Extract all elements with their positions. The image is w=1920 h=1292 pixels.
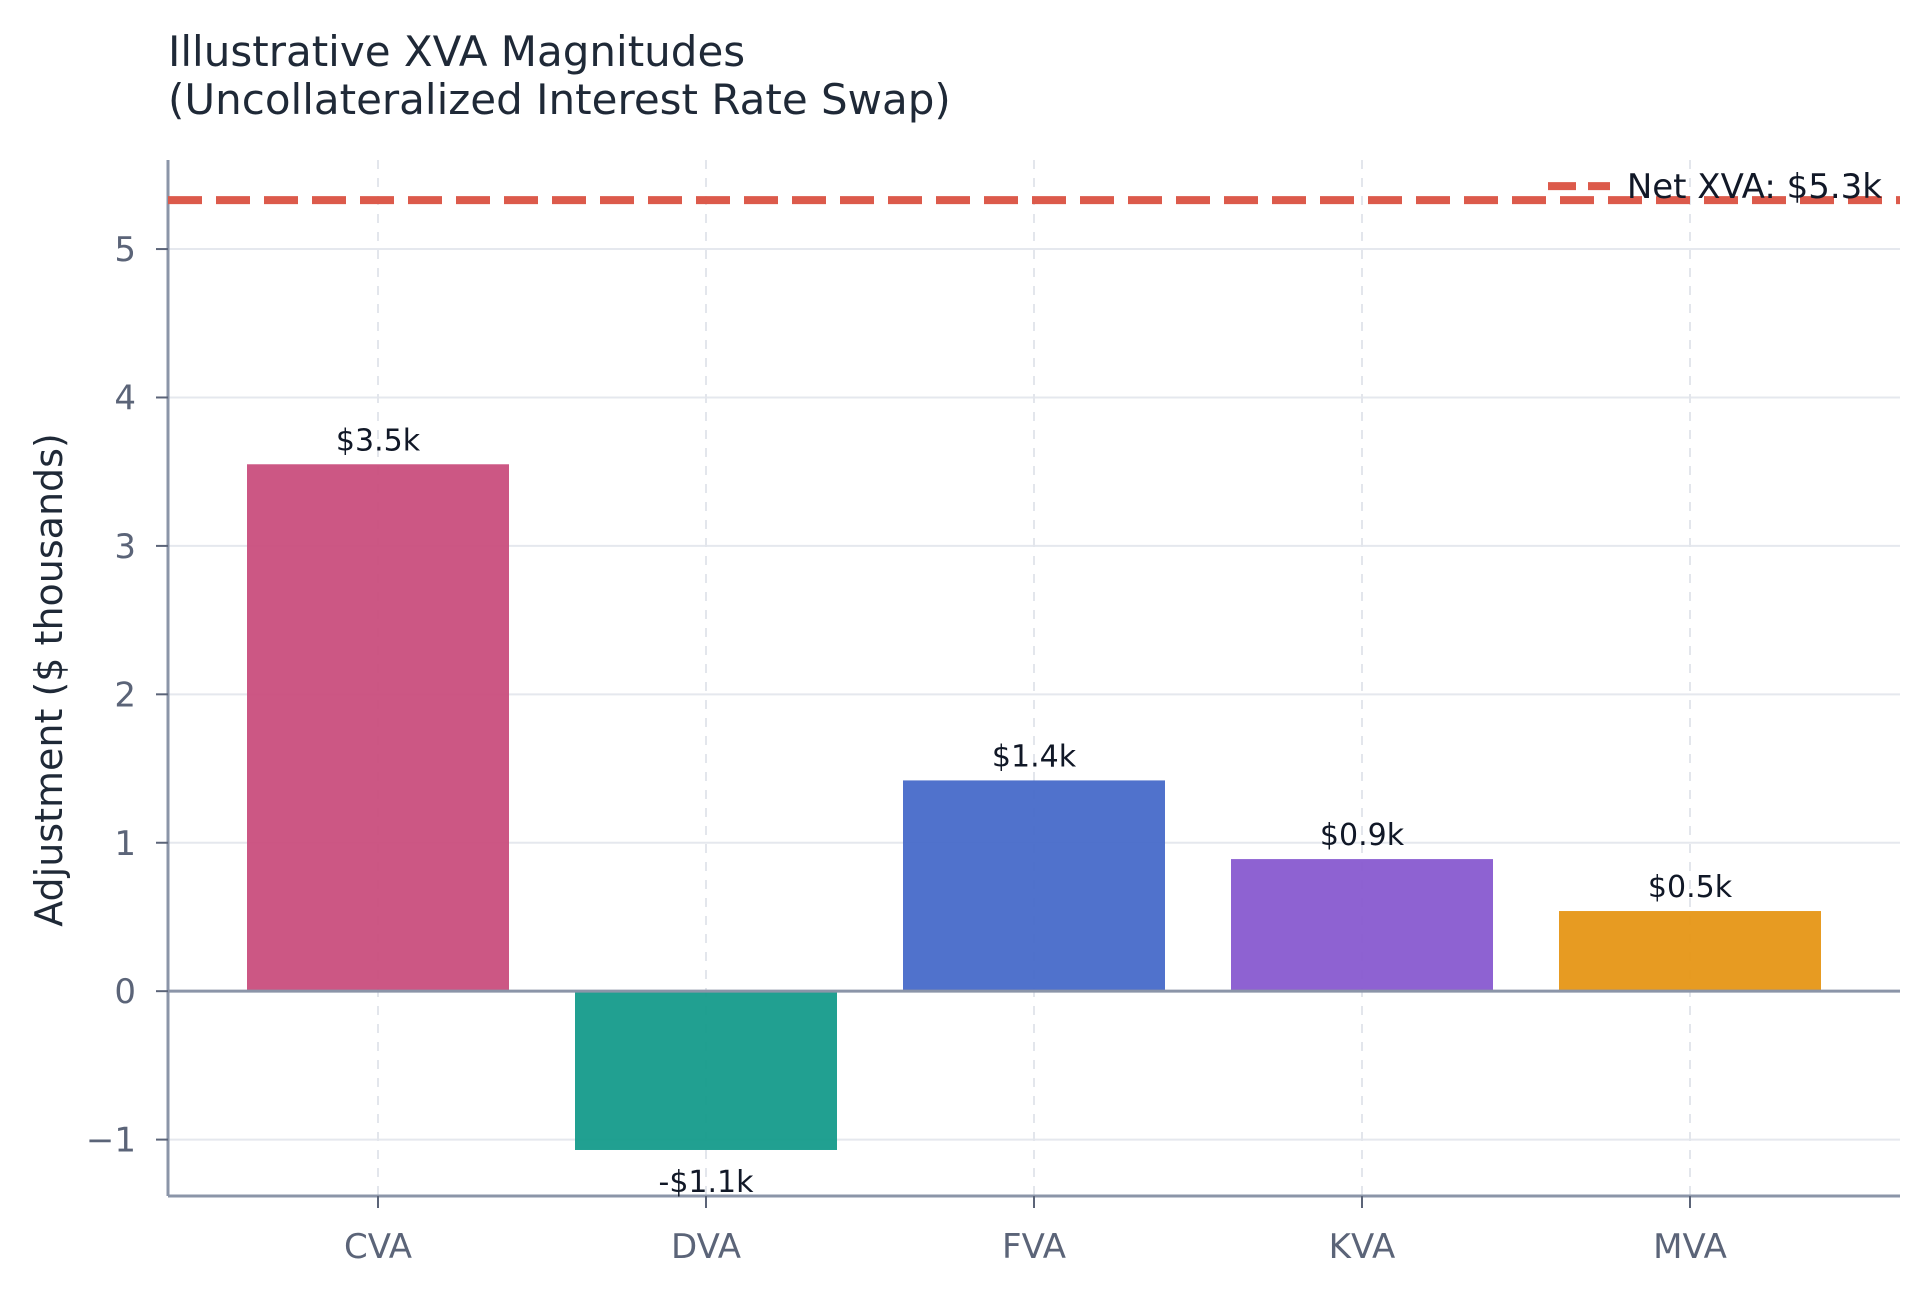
- y-tick-label-4: 3: [114, 527, 136, 567]
- bar-fva: [903, 780, 1165, 992]
- x-tick-label-kva: KVA: [1329, 1227, 1396, 1267]
- bar-label-kva: $0.9k: [1320, 818, 1405, 853]
- legend-label-net-xva: Net XVA: $5.3k: [1627, 167, 1882, 207]
- bar-label-cva: $3.5k: [336, 423, 421, 458]
- bars: [247, 464, 1821, 1150]
- y-axis-label: Adjustment ($ thousands): [27, 433, 71, 927]
- bar-label-mva: $0.5k: [1648, 870, 1733, 905]
- y-tick-label-2: 1: [114, 824, 136, 864]
- axes: [156, 160, 1900, 1208]
- x-tick-label-dva: DVA: [671, 1227, 741, 1267]
- bar-label-dva: -$1.1k: [659, 1165, 755, 1200]
- bar-dva: [575, 991, 837, 1150]
- x-tick-label-cva: CVA: [344, 1227, 412, 1267]
- net-xva-reference: Net XVA: $5.3k: [168, 167, 1900, 207]
- bar-kva: [1231, 859, 1493, 992]
- bar-mva: [1559, 911, 1821, 992]
- y-tick-label-5: 4: [114, 378, 136, 418]
- x-tick-label-mva: MVA: [1653, 1227, 1727, 1267]
- chart-title-line-2: (Uncollateralized Interest Rate Swap): [168, 75, 951, 124]
- bar-label-fva: $1.4k: [992, 739, 1077, 774]
- y-tick-label-6: 5: [114, 230, 136, 270]
- y-tick-label-0: −1: [86, 1121, 136, 1161]
- y-tick-label-1: 0: [114, 972, 136, 1012]
- y-tick-label-3: 2: [114, 675, 136, 715]
- x-tick-label-fva: FVA: [1002, 1227, 1066, 1267]
- bar-cva: [247, 464, 509, 992]
- chart-title-line-1: Illustrative XVA Magnitudes: [168, 27, 745, 76]
- labels: −1 0 1 2 3 4 5 CVA DVA FVA KVA MVA $3.5k -$1.1k $1.4k $…: [86, 230, 1733, 1267]
